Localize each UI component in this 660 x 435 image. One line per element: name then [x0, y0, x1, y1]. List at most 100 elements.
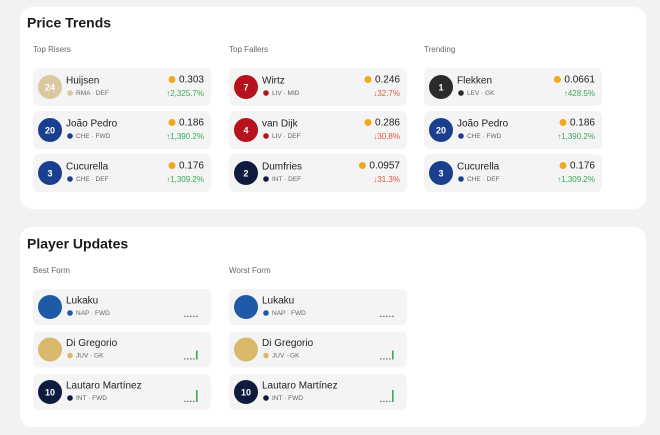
price: 0.246	[375, 75, 400, 86]
player-name: Huijsen	[66, 76, 99, 87]
form-bar	[187, 358, 189, 360]
card-title: Price Trends	[27, 15, 111, 31]
form-bar	[386, 315, 388, 317]
player-name: Lukaku	[262, 296, 294, 307]
form-bar	[386, 400, 388, 402]
avatar	[234, 380, 258, 404]
avatar	[234, 295, 258, 319]
avatar	[234, 161, 258, 185]
avatar	[429, 161, 453, 185]
club-badge	[67, 176, 73, 182]
price: 0.303	[179, 75, 204, 86]
form-bar	[190, 358, 192, 360]
player-name: Cucurella	[457, 162, 500, 173]
price: 0.176	[570, 161, 595, 172]
player-meta: CHE · DEF	[76, 176, 109, 183]
jersey-number: 20	[45, 125, 55, 135]
price-change: ↓31.3%	[373, 175, 400, 184]
form-bar	[392, 390, 394, 402]
player-name: Dumfries	[262, 162, 302, 173]
price-change: ↑428.5%	[564, 89, 595, 98]
column-title: Top Fallers	[229, 45, 268, 54]
coin-icon	[168, 76, 176, 83]
player-card[interactable]	[33, 289, 211, 325]
form-bar	[184, 400, 186, 402]
club-badge	[67, 395, 73, 401]
price: 0.0661	[564, 75, 595, 86]
player-meta: INT · DEF	[272, 176, 301, 183]
player-card[interactable]	[424, 154, 602, 192]
form-bar	[187, 315, 189, 317]
club-badge	[263, 90, 269, 96]
player-name: Lukaku	[66, 296, 98, 307]
player-card[interactable]	[229, 331, 407, 368]
player-card[interactable]	[33, 154, 211, 192]
form-bar	[383, 315, 385, 317]
player-name: Lautaro Martínez	[66, 381, 142, 392]
player-card[interactable]	[229, 68, 407, 106]
club-badge	[263, 176, 269, 182]
player-name: van Dijk	[262, 119, 299, 130]
club-badge	[458, 90, 464, 96]
player-meta: JUV · GK	[76, 353, 104, 360]
player-card[interactable]	[229, 111, 407, 149]
avatar	[38, 295, 62, 319]
avatar	[234, 118, 258, 142]
coin-icon	[364, 76, 372, 83]
player-card[interactable]	[424, 111, 602, 149]
avatar	[38, 75, 62, 99]
player-card[interactable]	[229, 289, 407, 325]
jersey-number: 24	[45, 82, 55, 92]
club-badge	[458, 133, 464, 139]
coin-icon	[364, 119, 372, 126]
jersey-number: 2	[243, 168, 248, 178]
player-meta: INT · FWD	[272, 395, 303, 402]
jersey-number: 4	[243, 125, 248, 135]
form-bar	[380, 358, 382, 360]
form-bar	[392, 315, 394, 317]
price-change: ↑1,390.2%	[166, 132, 204, 141]
player-meta: JUV · GK	[272, 353, 300, 360]
player-card[interactable]	[33, 374, 211, 410]
form-bar	[383, 400, 385, 402]
player-card[interactable]	[33, 111, 211, 149]
jersey-number: 1	[438, 82, 443, 92]
player-card[interactable]	[33, 68, 211, 106]
club-badge	[263, 133, 269, 139]
form-bar	[193, 358, 195, 360]
jersey-number: 7	[243, 82, 248, 92]
jersey-number: 10	[45, 387, 55, 397]
player-meta: CHE · FWD	[76, 133, 111, 140]
column-title: Worst Form	[229, 266, 271, 275]
jersey-number: 3	[438, 168, 443, 178]
form-bar	[184, 358, 186, 360]
form-bar	[193, 400, 195, 402]
avatar	[38, 380, 62, 404]
player-name: Flekken	[457, 76, 492, 87]
player-name: Di Gregorio	[66, 338, 118, 349]
avatar	[234, 337, 258, 362]
avatar	[429, 118, 453, 142]
form-bar	[389, 358, 391, 360]
player-name: Cucurella	[66, 162, 109, 173]
form-bar	[380, 400, 382, 402]
jersey-number: 20	[436, 125, 446, 135]
price: 0.286	[375, 118, 400, 129]
player-card[interactable]	[229, 374, 407, 410]
player-name: Di Gregorio	[262, 338, 314, 349]
avatar	[38, 337, 62, 362]
player-meta: LEV · GK	[467, 90, 495, 97]
form-bar	[196, 315, 198, 317]
player-name: João Pedro	[457, 119, 509, 130]
coin-icon	[553, 76, 561, 83]
price: 0.186	[179, 118, 204, 129]
price: 0.186	[570, 118, 595, 129]
jersey-number: 3	[47, 168, 52, 178]
price-change: ↑1,309.2%	[166, 175, 204, 184]
coin-icon	[168, 119, 176, 126]
form-bar	[187, 400, 189, 402]
avatar	[429, 75, 453, 99]
player-card[interactable]	[33, 331, 211, 368]
